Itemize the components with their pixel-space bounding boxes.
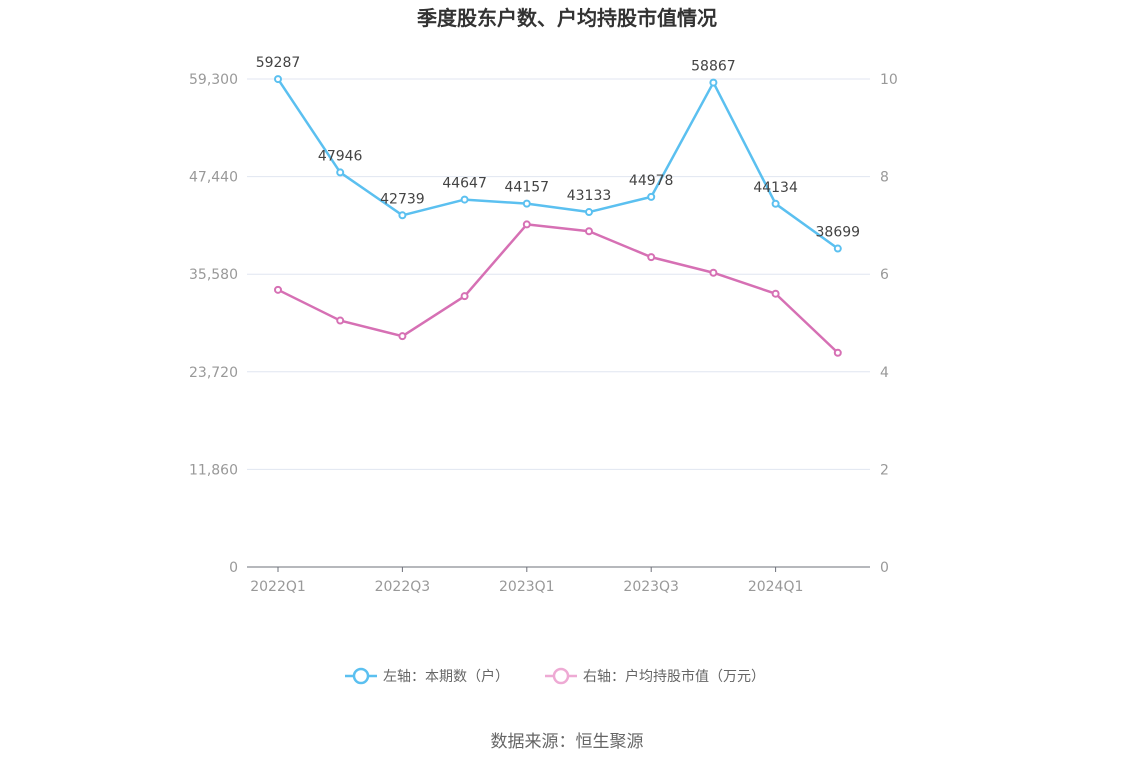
data-label: 47946	[318, 148, 363, 164]
right-axis-tick-label: 4	[880, 365, 889, 381]
legend[interactable]: 左轴：本期数（户） 右轴：户均持股市值（万元）	[345, 667, 765, 685]
data-point[interactable]	[709, 78, 718, 87]
data-point[interactable]	[522, 199, 531, 208]
data-point[interactable]	[647, 253, 656, 262]
right-axis-tick-label: 8	[880, 170, 889, 186]
data-point[interactable]	[460, 292, 469, 301]
data-point[interactable]	[274, 75, 282, 84]
data-point[interactable]	[336, 316, 345, 325]
data-point[interactable]	[398, 211, 407, 220]
data-point[interactable]	[771, 289, 780, 298]
x-axis-tick-label: 2023Q1	[499, 579, 555, 595]
data-point[interactable]	[771, 199, 780, 208]
series-group: 59287 47946 42739 44647 44157 43133 44978 58867…	[256, 55, 861, 357]
legend-label: 左轴：本期数（户）	[383, 668, 509, 685]
left-axis-tick-label: 47,440	[189, 170, 238, 186]
data-point[interactable]	[585, 227, 593, 236]
data-point[interactable]	[585, 208, 593, 217]
legend-item-2[interactable]: 右轴：户均持股市值（万元）	[545, 667, 765, 685]
series-2	[274, 220, 842, 357]
data-point[interactable]	[522, 220, 531, 229]
left-axis-tick-label: 23,720	[189, 365, 238, 381]
x-axis-tick-label: 2022Q1	[250, 579, 306, 595]
right-axis-tick-label: 0	[880, 560, 889, 576]
data-point[interactable]	[398, 332, 407, 341]
right-axis-tick-label: 10	[880, 72, 898, 88]
left-axis-tick-label: 59,300	[189, 72, 238, 88]
x-axis-tick-label: 2024Q1	[748, 579, 804, 595]
axes: 0 11,860 23,720 35,580 47,440 59,300 0 2 4 6 8 10 20…	[189, 72, 898, 595]
data-point[interactable]	[647, 192, 656, 201]
legend-marker-icon	[352, 667, 370, 685]
legend-marker-icon	[552, 667, 570, 685]
source-note: 数据来源：恒生聚源	[491, 732, 644, 752]
x-axis-tick-label: 2023Q3	[623, 579, 679, 595]
data-label: 43133	[567, 188, 612, 204]
left-axis-tick-label: 11,860	[189, 462, 238, 478]
data-label: 42739	[380, 191, 425, 207]
legend-item-1[interactable]: 左轴：本期数（户）	[345, 667, 509, 685]
grid-lines	[247, 78, 870, 470]
data-label: 44978	[629, 173, 674, 189]
left-axis-tick-label: 0	[229, 560, 238, 576]
data-label: 44157	[505, 180, 550, 196]
data-label: 59287	[256, 55, 301, 71]
left-axis-tick-label: 35,580	[189, 267, 238, 283]
right-axis-tick-label: 6	[880, 267, 889, 283]
data-point[interactable]	[833, 244, 842, 253]
x-axis-tick-label: 2022Q3	[375, 579, 431, 595]
data-label: 44134	[753, 180, 798, 196]
series-line	[276, 78, 839, 250]
right-axis-tick-label: 2	[880, 462, 889, 478]
chart-title: 季度股东户数、户均持股市值情况	[416, 6, 717, 30]
data-label: 58867	[691, 59, 736, 75]
series-1: 59287 47946 42739 44647 44157 43133 44978 58867…	[256, 55, 861, 253]
series-line	[277, 223, 839, 354]
data-point[interactable]	[274, 285, 282, 294]
legend-label: 右轴：户均持股市值（万元）	[583, 668, 765, 685]
data-point[interactable]	[709, 268, 718, 277]
data-label: 44647	[442, 176, 487, 192]
data-point[interactable]	[833, 348, 842, 357]
data-label: 38699	[816, 225, 861, 241]
data-point[interactable]	[336, 168, 345, 177]
data-point[interactable]	[460, 195, 469, 204]
